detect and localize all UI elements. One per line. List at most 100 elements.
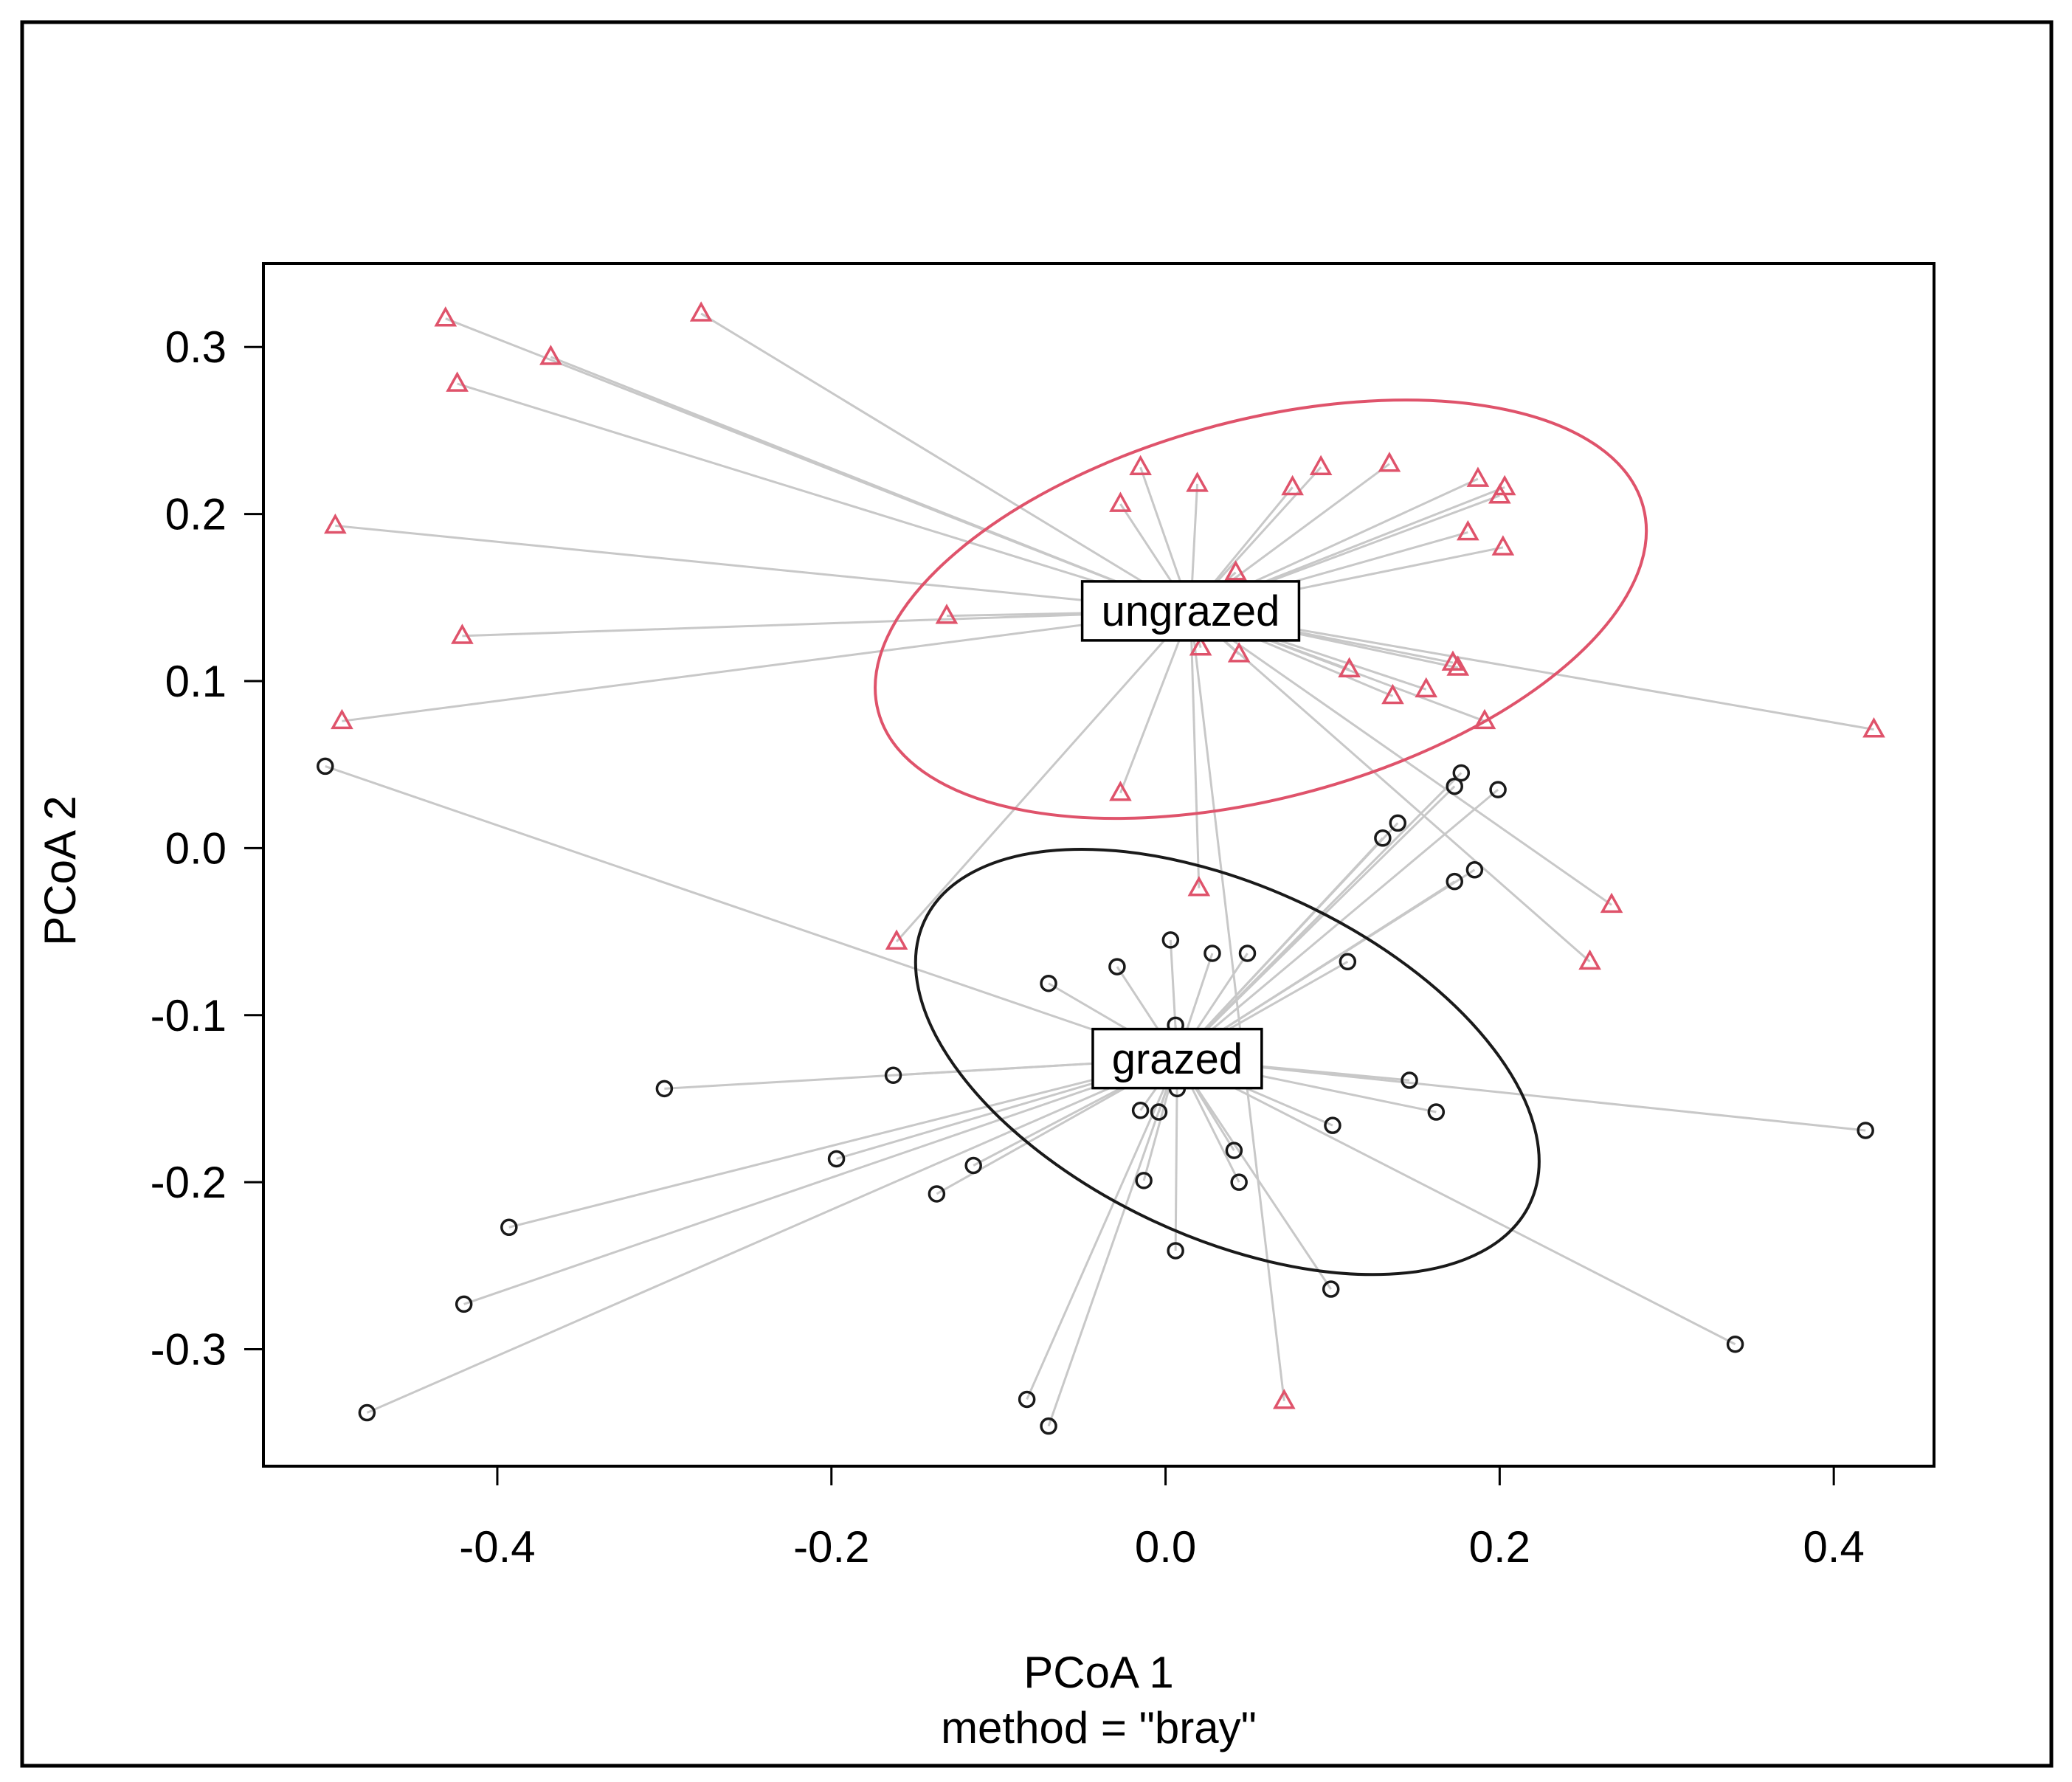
x-axis: -0.4 -0.2 0.0 0.2 0.4 (459, 1465, 1865, 1572)
centroid-label-box-grazed (1091, 1027, 1263, 1090)
point-grazed-10 (1108, 958, 1126, 975)
point-ungrazed-15 (1378, 452, 1401, 472)
point-ungrazed-14 (1309, 455, 1333, 476)
segment-grazed-22 (1176, 868, 1476, 1060)
point-grazed-5 (455, 1295, 473, 1313)
point-ungrazed-13 (1281, 474, 1304, 496)
point-grazed-17 (1389, 814, 1407, 832)
point-grazed-26 (1857, 1122, 1874, 1139)
point-grazed-20 (1489, 781, 1507, 798)
segment-ungrazed-35 (1189, 610, 1285, 1401)
point-grazed-36 (1018, 1390, 1036, 1409)
point-grazed-30 (1230, 1173, 1248, 1191)
segment-grazed-27 (1176, 1057, 1736, 1346)
segment-grazed-5 (463, 1057, 1178, 1305)
point-ungrazed-9 (1109, 491, 1132, 512)
segment-grazed-6 (366, 1057, 1178, 1414)
x-tick-label: 0.4 (1803, 1522, 1864, 1572)
centroid-labels: grazed ungrazed (1080, 580, 1301, 1090)
x-tick-label: 0.2 (1469, 1522, 1530, 1572)
point-grazed-1 (655, 1080, 674, 1098)
point-ungrazed-3 (689, 301, 713, 322)
segment-ungrazed-31 (1189, 610, 1201, 888)
point-grazed-0 (317, 757, 334, 776)
y-tick-label: 0.0 (165, 823, 227, 873)
point-grazed-16 (1374, 829, 1392, 847)
y-tick-label: -0.1 (151, 991, 227, 1040)
y-tick-label: 0.3 (165, 322, 227, 372)
point-grazed-22 (1465, 861, 1484, 879)
segment-grazed-19 (1176, 772, 1463, 1060)
segment-ungrazed-4 (335, 524, 1191, 612)
segment-grazed-32 (1174, 1058, 1178, 1251)
point-ungrazed-28 (1473, 708, 1496, 730)
point-grazed-6 (358, 1403, 376, 1422)
point-grazed-11 (1161, 931, 1180, 949)
segment-grazed-28 (1176, 1057, 1332, 1290)
point-ungrazed-32 (885, 929, 908, 950)
point-grazed-19 (1452, 764, 1471, 782)
segment-grazed-0 (325, 765, 1178, 1060)
y-tick-label: 0.2 (165, 490, 227, 539)
point-ungrazed-12 (1224, 560, 1247, 581)
centroid-label-ungrazed: ungrazed (1102, 587, 1280, 635)
segment-ungrazed-1 (550, 356, 1192, 612)
sample-points (317, 301, 1885, 1435)
point-grazed-33 (1131, 1102, 1150, 1119)
point-grazed-7 (964, 1156, 982, 1175)
segment-ungrazed-32 (895, 609, 1192, 943)
segment-ungrazed-29 (1190, 609, 1874, 731)
segment-ungrazed-6 (342, 609, 1191, 722)
point-ungrazed-18 (1493, 474, 1516, 496)
y-tick-label: 0.1 (165, 657, 227, 706)
y-tick-label: -0.2 (151, 1158, 227, 1207)
point-grazed-23 (1401, 1071, 1418, 1089)
point-ungrazed-1 (539, 345, 562, 365)
point-ungrazed-30 (1109, 781, 1132, 801)
point-ungrazed-2 (446, 371, 469, 392)
point-grazed-29 (1225, 1142, 1243, 1159)
point-ungrazed-6 (331, 708, 353, 730)
point-ungrazed-29 (1862, 717, 1885, 738)
point-ungrazed-4 (324, 513, 347, 534)
x-tick-label: -0.2 (793, 1522, 869, 1572)
y-tick-label: -0.3 (151, 1325, 227, 1375)
point-grazed-25 (1324, 1116, 1341, 1134)
point-ungrazed-10 (1129, 455, 1152, 476)
point-ungrazed-5 (451, 624, 474, 644)
spider-segments (325, 312, 1874, 1427)
point-grazed-32 (1167, 1242, 1184, 1260)
point-grazed-9 (1040, 974, 1057, 992)
segment-ungrazed-2 (457, 382, 1191, 612)
point-grazed-15 (1339, 953, 1357, 971)
point-grazed-18 (1446, 777, 1463, 795)
point-grazed-21 (1446, 872, 1463, 891)
segment-ungrazed-33 (1189, 609, 1612, 906)
point-ungrazed-23 (1338, 657, 1361, 677)
x-axis-label: PCoA 1 (1023, 1648, 1173, 1697)
point-ungrazed-27 (1446, 655, 1470, 676)
point-ungrazed-21 (1189, 635, 1212, 656)
y-axis-label: PCoA 2 (35, 795, 85, 945)
dispersion-ellipses (874, 398, 1648, 1277)
x-tick-label: -0.4 (459, 1522, 535, 1572)
point-grazed-3 (827, 1150, 846, 1168)
point-ungrazed-20 (1491, 535, 1515, 556)
point-ungrazed-7 (935, 604, 959, 624)
point-ungrazed-33 (1600, 892, 1623, 914)
segment-ungrazed-34 (1189, 609, 1591, 963)
point-grazed-2 (884, 1066, 902, 1084)
point-grazed-27 (1726, 1335, 1744, 1353)
point-ungrazed-0 (434, 306, 457, 327)
segment-ungrazed-5 (462, 609, 1191, 638)
point-ungrazed-19 (1457, 519, 1479, 541)
segment-grazed-4 (508, 1057, 1178, 1229)
point-ungrazed-31 (1187, 876, 1211, 897)
point-ungrazed-22 (1227, 642, 1251, 663)
x-tick-label: 0.0 (1135, 1522, 1196, 1572)
point-grazed-24 (1427, 1103, 1446, 1121)
point-ungrazed-16 (1466, 466, 1490, 487)
ellipse-grazed (914, 847, 1541, 1277)
point-grazed-28 (1322, 1280, 1340, 1298)
